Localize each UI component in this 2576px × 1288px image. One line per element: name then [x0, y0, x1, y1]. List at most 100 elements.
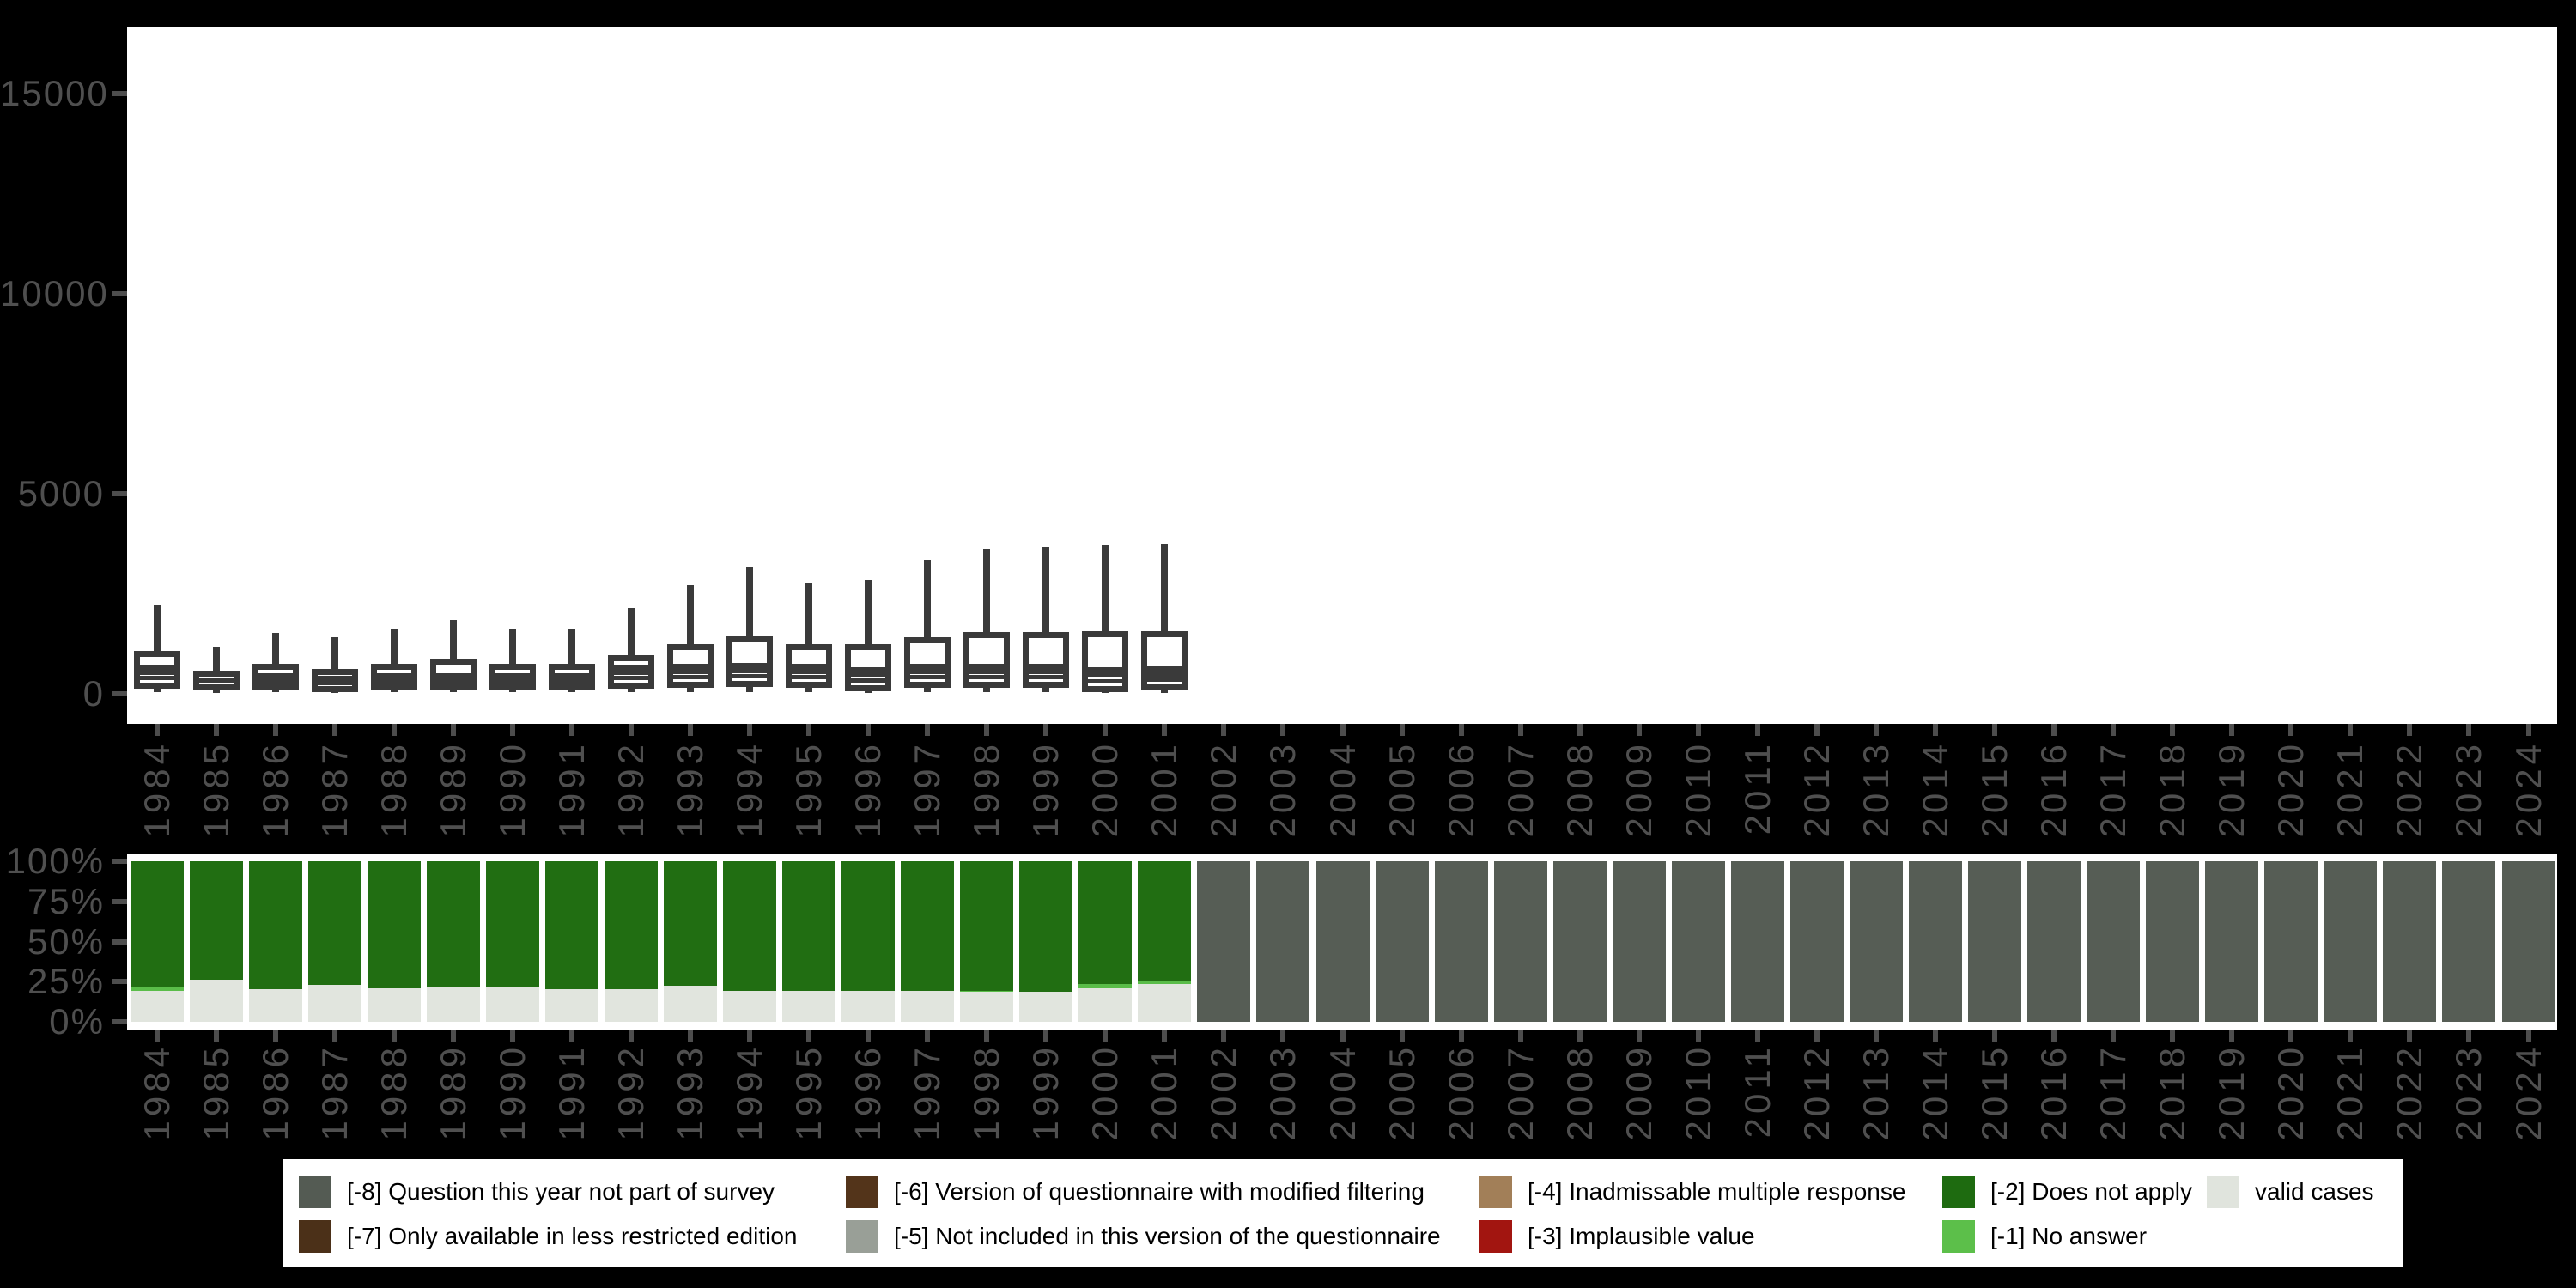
- bar-2002-8-question-this-year-not-part-of-survey: [1197, 861, 1251, 1022]
- boxplot-1991-lower-whisker: [568, 688, 575, 693]
- boxplot-2001-lower-whisker: [1161, 688, 1169, 693]
- boxplot-1995-lower-line: [792, 674, 827, 679]
- boxplot-y-tick: [112, 91, 127, 96]
- boxplot-y-tick: [112, 291, 127, 296]
- bar-1990-valid-cases: [485, 986, 539, 1022]
- stacked-x-label-2007: 2007: [1499, 1043, 1540, 1141]
- boxplot-x-label-1998: 1998: [966, 740, 1007, 838]
- boxplot-y-tick-label: 15000: [0, 73, 109, 113]
- boxplot-x-tick-2024: [2525, 724, 2531, 736]
- stacked-x-tick-2006: [1458, 1030, 1464, 1042]
- boxplot-1993-lower-line: [672, 675, 708, 680]
- boxplot-x-tick-2010: [1695, 724, 1701, 736]
- boxplot-2001-upper-whisker: [1161, 544, 1169, 635]
- bar-2010-8-question-this-year-not-part-of-survey: [1671, 861, 1725, 1022]
- stacked-x-tick-2020: [2288, 1030, 2294, 1042]
- boxplot-x-label-2008: 2008: [1558, 740, 1600, 838]
- bar-1987-valid-cases: [307, 984, 361, 1022]
- boxplot-x-tick-1995: [806, 724, 812, 736]
- legend: [-8] Question this year not part of surv…: [283, 1159, 2403, 1267]
- bar-2000-2-does-not-apply: [1078, 861, 1133, 985]
- bar-2012-8-question-this-year-not-part-of-survey: [1789, 861, 1844, 1022]
- bar-2021-8-question-this-year-not-part-of-survey: [2324, 861, 2378, 1022]
- bar-1989-valid-cases: [426, 987, 480, 1022]
- boxplot-1998-lower-whisker: [983, 685, 991, 692]
- bar-2013-8-question-this-year-not-part-of-survey: [1849, 861, 1903, 1022]
- boxplot-y-tick-label: 5000: [17, 473, 105, 513]
- boxplot-x-tick-1997: [925, 724, 931, 736]
- stacked-x-tick-1998: [984, 1030, 990, 1042]
- stacked-x-label-2020: 2020: [2270, 1043, 2312, 1141]
- bar-2006-8-question-this-year-not-part-of-survey: [1434, 861, 1488, 1022]
- boxplot-x-label-2016: 2016: [2033, 740, 2075, 838]
- bar-1998-1-no-answer: [960, 990, 1014, 993]
- bar-1993-valid-cases: [663, 985, 717, 1022]
- boxplot-x-tick-1988: [391, 724, 397, 736]
- boxplot-x-tick-2005: [1399, 724, 1405, 736]
- boxplot-x-label-1987: 1987: [313, 740, 355, 838]
- stacked-x-tick-2017: [2111, 1030, 2117, 1042]
- stacked-x-tick-2024: [2525, 1030, 2531, 1042]
- stacked-x-label-1988: 1988: [373, 1043, 414, 1141]
- boxplot-x-label-1992: 1992: [610, 740, 651, 838]
- boxplot-1990-lower-whisker: [508, 688, 516, 693]
- boxplot-x-label-1996: 1996: [848, 740, 889, 838]
- bar-2011-8-question-this-year-not-part-of-survey: [1730, 861, 1784, 1022]
- boxplot-y-tick: [112, 691, 127, 696]
- bar-2017-8-question-this-year-not-part-of-survey: [2087, 861, 2141, 1022]
- legend-label-5-not-included-in-this-version-of-the-questionnaire: [-5] Not included in this version of the…: [894, 1223, 1441, 1249]
- stacked-x-tick-2005: [1399, 1030, 1405, 1042]
- stacked-x-tick-2014: [1933, 1030, 1938, 1042]
- boxplot-x-tick-2022: [2407, 724, 2413, 736]
- boxplot-x-tick-2021: [2348, 724, 2354, 736]
- boxplot-x-tick-2003: [1280, 724, 1286, 736]
- stacked-x-tick-2000: [1103, 1030, 1109, 1042]
- boxplot-1992-lower-whisker: [627, 687, 635, 693]
- legend-label-1-no-answer: [-1] No answer: [1990, 1223, 2148, 1249]
- stacked-x-label-2023: 2023: [2448, 1043, 2489, 1141]
- stacked-x-tick-2010: [1695, 1030, 1701, 1042]
- bar-2008-8-question-this-year-not-part-of-survey: [1552, 861, 1607, 1022]
- boxplot-1989-lower-whisker: [449, 687, 457, 693]
- boxplot-x-label-2019: 2019: [2211, 740, 2252, 838]
- stacked-x-tick-2001: [1162, 1030, 1168, 1042]
- boxplot-y-tick: [112, 491, 127, 496]
- boxplot-2001-box: [1141, 631, 1188, 690]
- boxplot-x-tick-2009: [1636, 724, 1642, 736]
- boxplot-x-tick-2020: [2288, 724, 2294, 736]
- stacked-y-tick: [112, 939, 127, 945]
- boxplot-x-tick-2002: [1221, 724, 1227, 736]
- stacked-x-label-2000: 2000: [1084, 1043, 1126, 1141]
- stacked-x-label-1996: 1996: [848, 1043, 889, 1141]
- boxplot-y-tick-label: 10000: [0, 273, 109, 313]
- boxplot-x-label-2003: 2003: [1262, 740, 1303, 838]
- stacked-x-tick-2023: [2466, 1030, 2472, 1042]
- boxplot-1986-box: [252, 664, 299, 690]
- stacked-x-tick-2008: [1577, 1030, 1583, 1042]
- boxplot-1996-lower-line: [851, 677, 886, 683]
- boxplot-x-tick-2011: [1754, 724, 1760, 736]
- stacked-x-tick-2003: [1280, 1030, 1286, 1042]
- boxplot-1998-upper-whisker: [983, 549, 991, 635]
- boxplot-1986-lower-whisker: [271, 688, 279, 693]
- boxplot-x-label-2012: 2012: [1795, 740, 1837, 838]
- legend-swatch-5-not-included-in-this-version-of-the-questionnaire: [846, 1220, 878, 1253]
- boxplot-1999-box: [1023, 632, 1070, 688]
- stacked-x-label-1999: 1999: [1025, 1043, 1066, 1141]
- boxplot-x-tick-1996: [866, 724, 872, 736]
- stacked-x-tick-1989: [450, 1030, 456, 1042]
- boxplot-x-label-1991: 1991: [550, 740, 592, 838]
- bar-1992-valid-cases: [604, 988, 658, 1022]
- stacked-x-label-2016: 2016: [2033, 1043, 2075, 1141]
- bar-1991-valid-cases: [544, 988, 598, 1022]
- bar-1995-valid-cases: [782, 990, 836, 1022]
- boxplot-x-tick-2004: [1340, 724, 1346, 736]
- stacked-x-label-2001: 2001: [1144, 1043, 1185, 1141]
- boxplot-1987-upper-whisker: [331, 636, 338, 673]
- stacked-x-label-1995: 1995: [788, 1043, 829, 1141]
- bar-1996-valid-cases: [841, 991, 896, 1022]
- boxplot-x-label-2021: 2021: [2330, 740, 2371, 838]
- bar-1994-2-does-not-apply: [723, 861, 776, 992]
- boxplot-1995-median: [792, 663, 827, 674]
- stacked-y-tick-label: 0%: [49, 1001, 105, 1042]
